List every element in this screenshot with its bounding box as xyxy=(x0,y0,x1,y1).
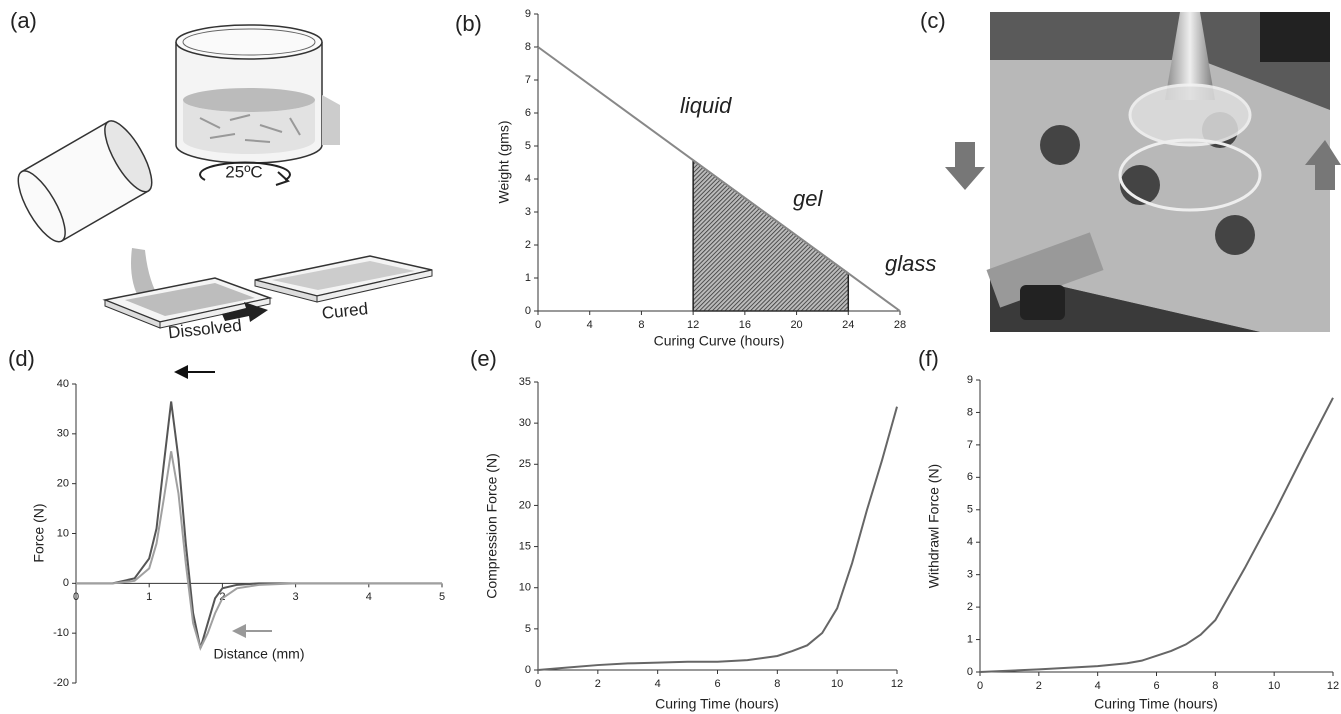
y-tick-label: 25 xyxy=(519,458,531,470)
x-tick-label: 4 xyxy=(587,319,593,331)
y-tick-label: 8 xyxy=(525,41,531,53)
x-tick-label: 0 xyxy=(535,319,541,331)
x-tick-label: 0 xyxy=(73,591,79,603)
y-tick-label: -20 xyxy=(53,677,69,689)
annotation: glass xyxy=(885,251,936,276)
x-tick-label: 24 xyxy=(842,319,854,331)
y-tick-label: 7 xyxy=(967,439,973,451)
x-axis-title: Distance (mm) xyxy=(213,646,304,662)
panel-label: (e) xyxy=(470,346,497,371)
x-tick-label: 12 xyxy=(1327,680,1339,692)
illustration: (a) 25ºC Dissolved xyxy=(10,8,433,342)
series-line xyxy=(537,46,901,312)
y-tick-label: 3 xyxy=(525,206,531,218)
temperature: 25ºC xyxy=(225,162,262,181)
x-tick-label: 20 xyxy=(790,319,802,331)
annotation: gel xyxy=(793,186,823,211)
x-tick-label: 12 xyxy=(891,678,903,690)
x-tick-label: 6 xyxy=(1153,680,1159,692)
y-tick-label: 20 xyxy=(57,478,69,490)
series-line xyxy=(537,406,898,671)
y-tick-label: 2 xyxy=(525,239,531,251)
y-tick-label: 0 xyxy=(63,577,69,589)
y-tick-label: 5 xyxy=(967,504,973,516)
y-axis-title: Weight (gms) xyxy=(496,121,512,204)
y-tick-label: 35 xyxy=(519,376,531,388)
y-tick-label: 30 xyxy=(57,428,69,440)
x-tick-label: 2 xyxy=(1036,680,1042,692)
x-tick-label: 4 xyxy=(1095,680,1101,692)
y-tick-label: 20 xyxy=(519,499,531,511)
y-tick-label: 10 xyxy=(519,582,531,594)
x-tick-label: 3 xyxy=(293,591,299,603)
shaded-region xyxy=(692,158,850,312)
x-tick-label: 1 xyxy=(146,591,152,603)
x-tick-label: 2 xyxy=(595,678,601,690)
y-tick-label: 5 xyxy=(525,623,531,635)
y-axis-title: Force (N) xyxy=(31,503,47,562)
y-tick-label: 4 xyxy=(967,536,973,548)
panel-label: (b) xyxy=(455,11,482,36)
x-tick-label: 10 xyxy=(1268,680,1280,692)
x-tick-label: 12 xyxy=(687,319,699,331)
x-tick-label: 28 xyxy=(894,319,906,331)
y-tick-label: 15 xyxy=(519,540,531,552)
x-axis-title: Curing Time (hours) xyxy=(655,696,779,712)
x-tick-label: 8 xyxy=(774,678,780,690)
y-tick-label: 10 xyxy=(57,527,69,539)
y-tick-label: 9 xyxy=(967,374,973,386)
panel-label: (c) xyxy=(920,8,946,33)
photo: (c) xyxy=(920,8,1341,332)
x-tick-label: 8 xyxy=(1212,680,1218,692)
y-tick-label: 1 xyxy=(525,272,531,284)
x-tick-label: 8 xyxy=(638,319,644,331)
annotation: liquid xyxy=(680,93,732,118)
y-tick-label: -10 xyxy=(53,627,69,639)
y-tick-label: 5 xyxy=(525,140,531,152)
panel-label: (f) xyxy=(918,346,939,371)
x-tick-label: 4 xyxy=(366,591,372,603)
panel-label: (d) xyxy=(8,346,35,371)
cured-label: Cured xyxy=(321,299,369,323)
y-tick-label: 0 xyxy=(525,305,531,317)
x-tick-label: 16 xyxy=(739,319,751,331)
y-tick-label: 2 xyxy=(967,601,973,613)
peak-arrows xyxy=(174,365,272,638)
x-tick-label: 0 xyxy=(535,678,541,690)
x-tick-label: 0 xyxy=(977,680,983,692)
x-axis-title: Curing Time (hours) xyxy=(1094,696,1218,712)
x-tick-label: 6 xyxy=(714,678,720,690)
y-axis-title: Compression Force (N) xyxy=(484,453,500,598)
x-tick-label: 10 xyxy=(831,678,843,690)
panel-label: (a) xyxy=(10,8,37,33)
y-tick-label: 4 xyxy=(525,173,531,185)
series-line xyxy=(76,451,442,651)
y-tick-label: 0 xyxy=(967,666,973,678)
y-tick-label: 7 xyxy=(525,74,531,86)
y-tick-label: 8 xyxy=(967,406,973,418)
y-tick-label: 40 xyxy=(57,378,69,390)
series-line xyxy=(76,401,442,649)
y-tick-label: 30 xyxy=(519,417,531,429)
x-axis-title: Curing Curve (hours) xyxy=(654,333,785,349)
y-axis-title: Withdrawl Force (N) xyxy=(926,464,942,588)
y-tick-label: 6 xyxy=(967,471,973,483)
y-tick-label: 6 xyxy=(525,107,531,119)
y-tick-label: 9 xyxy=(525,8,531,20)
y-tick-label: 1 xyxy=(967,633,973,645)
x-tick-label: 4 xyxy=(655,678,661,690)
series-line xyxy=(979,397,1334,673)
y-tick-label: 0 xyxy=(525,664,531,676)
y-tick-label: 3 xyxy=(967,569,973,581)
x-tick-label: 5 xyxy=(439,591,445,603)
